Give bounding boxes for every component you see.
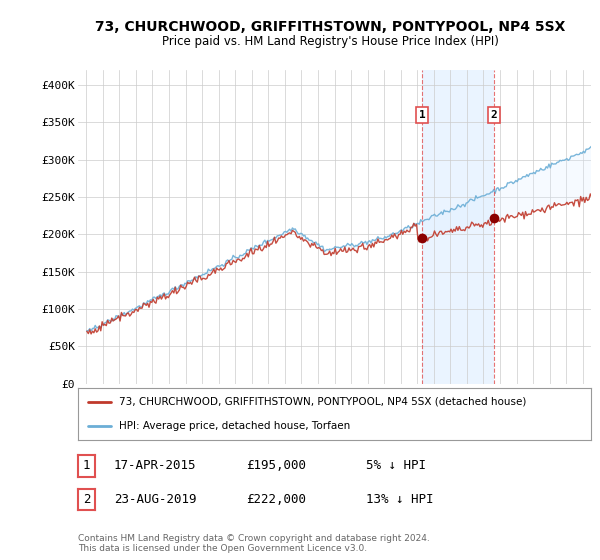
Text: 17-APR-2015: 17-APR-2015: [114, 459, 197, 473]
Bar: [422, 70, 494, 384]
Text: 23-AUG-2019: 23-AUG-2019: [114, 493, 197, 506]
Text: 5% ↓ HPI: 5% ↓ HPI: [366, 459, 426, 473]
Text: 2: 2: [83, 493, 90, 506]
Text: 73, CHURCHWOOD, GRIFFITHSTOWN, PONTYPOOL, NP4 5SX: 73, CHURCHWOOD, GRIFFITHSTOWN, PONTYPOOL…: [95, 20, 565, 34]
Text: Contains HM Land Registry data © Crown copyright and database right 2024.
This d: Contains HM Land Registry data © Crown c…: [78, 534, 430, 553]
Text: 1: 1: [83, 459, 90, 473]
Text: £222,000: £222,000: [246, 493, 306, 506]
Text: 13% ↓ HPI: 13% ↓ HPI: [366, 493, 433, 506]
Text: £195,000: £195,000: [246, 459, 306, 473]
Text: 1: 1: [419, 110, 425, 120]
Text: Price paid vs. HM Land Registry's House Price Index (HPI): Price paid vs. HM Land Registry's House …: [161, 35, 499, 48]
Text: HPI: Average price, detached house, Torfaen: HPI: Average price, detached house, Torf…: [119, 421, 350, 431]
Text: 73, CHURCHWOOD, GRIFFITHSTOWN, PONTYPOOL, NP4 5SX (detached house): 73, CHURCHWOOD, GRIFFITHSTOWN, PONTYPOOL…: [119, 397, 526, 407]
Text: 2: 2: [491, 110, 497, 120]
